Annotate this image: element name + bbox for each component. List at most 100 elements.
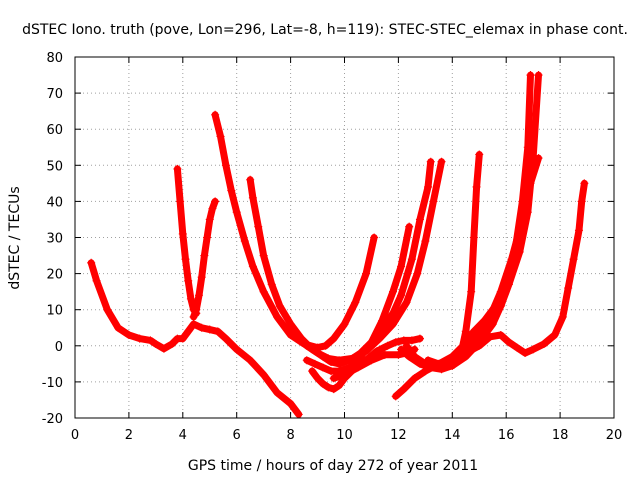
data-point: [318, 363, 327, 372]
data-point: [197, 273, 206, 282]
data-point: [461, 349, 470, 358]
data-point: [181, 255, 190, 264]
data-point: [176, 197, 185, 206]
data-point: [407, 336, 416, 345]
data-point: [577, 197, 586, 206]
data-point: [391, 338, 400, 347]
data-point: [380, 350, 389, 359]
data-point: [429, 197, 438, 206]
data-point: [415, 334, 424, 343]
data-point: [192, 305, 201, 314]
data-point: [475, 150, 484, 159]
data-point: [486, 332, 495, 341]
data-point: [203, 233, 212, 242]
data-point: [512, 343, 521, 352]
data-point: [472, 182, 481, 191]
data-point: [475, 330, 484, 339]
data-point: [92, 276, 101, 285]
data-point: [259, 370, 268, 379]
data-point: [114, 323, 123, 332]
x-tick-label: 12: [390, 428, 407, 443]
series-arc-3: [189, 197, 220, 321]
data-point: [362, 269, 371, 278]
data-point: [240, 237, 249, 246]
data-point: [327, 367, 336, 376]
data-point: [448, 359, 457, 368]
y-tick-label: -10: [42, 376, 63, 391]
data-point: [329, 374, 338, 383]
x-tick-label: 0: [71, 428, 79, 443]
x-tick-label: 8: [286, 428, 294, 443]
data-point: [521, 349, 530, 358]
grid: [75, 57, 614, 418]
data-point: [362, 347, 371, 356]
data-point: [211, 110, 220, 119]
data-point: [397, 345, 406, 354]
data-point: [448, 352, 457, 361]
x-tick-label: 6: [233, 428, 241, 443]
data-point: [402, 298, 411, 307]
data-point: [318, 379, 327, 388]
chart-title: dSTEC Iono. truth (pove, Lon=296, Lat=-8…: [22, 22, 628, 38]
series-arc-8: [291, 157, 446, 365]
data-point: [291, 330, 300, 339]
data-point: [213, 327, 222, 336]
data-point: [389, 287, 398, 296]
x-tick-label: 20: [606, 428, 623, 443]
data-point: [351, 298, 360, 307]
data-point: [375, 334, 384, 343]
data-point: [211, 197, 220, 206]
y-tick-label: 20: [46, 268, 63, 283]
data-point: [184, 276, 193, 285]
data-point: [421, 367, 430, 376]
data-point: [232, 208, 241, 217]
y-tick-label: 0: [55, 340, 63, 355]
data-point: [221, 161, 230, 170]
data-point: [405, 222, 414, 231]
data-point: [232, 345, 241, 354]
data-point: [507, 255, 516, 264]
data-point: [413, 269, 422, 278]
x-tick-label: 10: [336, 428, 353, 443]
y-tick-label: 10: [46, 304, 63, 319]
data-point: [389, 320, 398, 329]
data-point: [329, 334, 338, 343]
data-point: [87, 258, 96, 267]
data-point: [469, 327, 478, 336]
data-point: [469, 233, 478, 242]
y-tick-label: 80: [46, 51, 63, 66]
data-point: [205, 325, 214, 334]
data-point: [504, 338, 513, 347]
data-point: [475, 341, 484, 350]
data-point: [227, 186, 236, 195]
data-point: [324, 354, 333, 363]
data-point: [173, 164, 182, 173]
data-point: [286, 320, 295, 329]
y-tick-label: 50: [46, 159, 63, 174]
data-point: [534, 154, 543, 163]
data-point: [353, 363, 362, 372]
data-point: [246, 356, 255, 365]
x-tick-label: 4: [179, 428, 187, 443]
y-axis-title: dSTEC / TECUs: [7, 186, 23, 289]
data-point: [186, 294, 195, 303]
axis-ticks: 0 2 4 6 8 10 12 14 16 18 20 -20 -10 0 10 20 30 40 50 60 70 80: [42, 51, 623, 443]
data-point: [248, 193, 257, 202]
data-point: [459, 341, 468, 350]
data-point: [135, 334, 144, 343]
data-point: [194, 291, 203, 300]
x-tick-label: 2: [125, 428, 133, 443]
data-point: [286, 399, 295, 408]
data-point: [313, 349, 322, 358]
data-point: [178, 334, 187, 343]
data-point: [437, 157, 446, 166]
y-tick-label: -20: [42, 412, 63, 427]
data-point: [391, 392, 400, 401]
data-point: [335, 381, 344, 390]
data-point: [496, 287, 505, 296]
data-point: [372, 347, 381, 356]
data-point: [208, 204, 217, 213]
data-point: [526, 71, 535, 80]
y-tick-label: 30: [46, 232, 63, 247]
